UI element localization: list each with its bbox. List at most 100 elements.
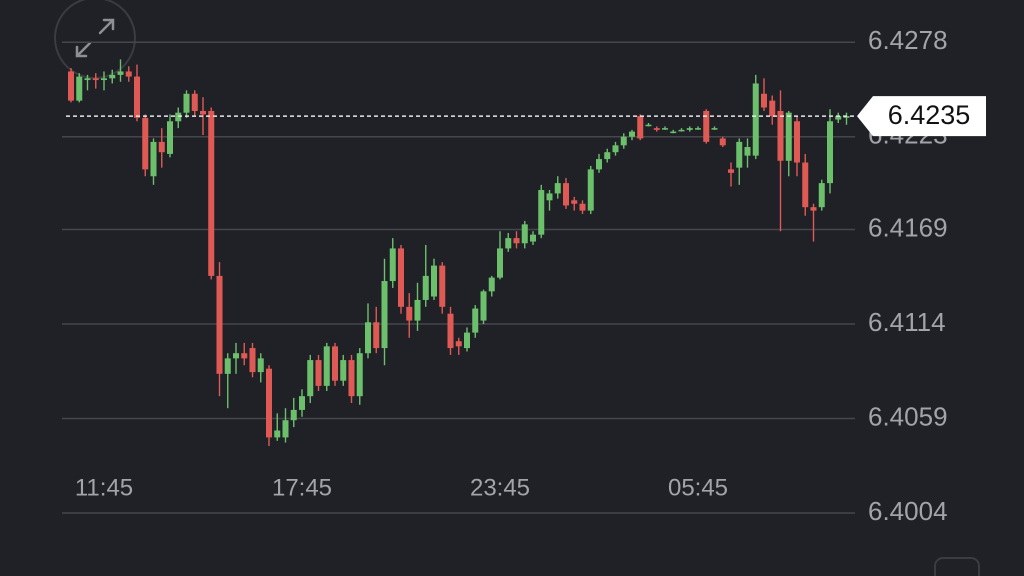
candle-body [769,100,776,117]
candle-body [530,234,536,242]
labels: 6.40046.40596.41146.41696.42236.427811:4… [75,25,986,526]
candle-body [216,275,223,374]
x-tick-label: 05:45 [668,474,728,501]
candle-body [546,193,553,201]
candle-body [315,360,322,386]
candle-body [637,116,644,139]
candle-body [497,248,503,278]
candle-body [480,291,487,321]
candle-body [521,224,528,244]
candle-body [257,358,264,373]
candle-body [117,71,124,75]
candle-body [183,93,190,113]
candle-body [455,341,462,347]
candle-body [686,128,693,130]
candle-body [76,76,83,101]
candle-body [711,128,718,130]
candle-body [142,117,149,170]
candle-body [843,116,850,118]
candle-body [68,71,74,101]
candle-body [719,138,726,146]
candle-body [274,430,281,438]
y-tick-label: 6.4169 [868,212,948,242]
candle-body [167,121,173,154]
candle-body [620,136,627,146]
expand-icon [75,18,115,58]
expand-button[interactable] [54,0,136,79]
candle-body [587,169,594,211]
candle-body [752,83,759,156]
candle-body [332,346,338,381]
candle-body [208,110,215,276]
candle-body [266,368,272,438]
y-tick-label: 6.4278 [868,25,948,55]
candle-body [431,265,437,297]
candle-body [703,110,710,142]
candle-body [150,141,157,177]
candle-body [662,128,668,130]
candle-body [323,346,330,386]
candle-body [670,131,677,134]
candle-body [348,360,355,397]
x-tick-label: 17:45 [272,474,332,501]
candles [66,59,855,446]
candle-body [612,145,619,153]
candle-body [464,332,470,349]
x-tick-label: 23:45 [470,474,530,501]
candle-body [513,238,520,244]
candle-body [134,76,140,118]
candle-body [158,141,165,153]
candle-body [835,116,842,120]
candle-body [761,93,767,108]
candle-body [101,78,107,81]
candle-body [282,420,289,438]
candle-body [695,128,701,130]
candle-body [373,322,380,349]
y-tick-label: 6.4004 [868,496,948,526]
candle-body [191,93,198,111]
candle-body [785,112,792,161]
grid [62,41,855,514]
candle-body [224,358,231,374]
candle-body [109,74,116,79]
candle-body [307,360,314,397]
candle-body [92,78,99,81]
candle-body [398,248,404,307]
x-tick-label: 11:45 [75,474,133,501]
candle-body [233,353,239,359]
candle-body [439,265,446,307]
candle-body [604,152,611,160]
candle-body [827,121,833,184]
candle-body [175,112,182,122]
candle-body [728,169,734,173]
candle-body [365,322,371,354]
candle-body [472,308,479,333]
candle-body [645,124,652,127]
candle-body [340,360,347,381]
candle-body [290,409,297,421]
candle-body [810,207,817,211]
candle-body [554,183,561,194]
candle-body [538,189,545,235]
candle-body [571,200,578,204]
y-tick-label: 6.4114 [868,307,946,337]
candle-body [406,306,413,321]
candle-body [84,78,91,81]
candle-body [488,277,495,292]
candle-body [563,183,569,206]
candle-body [505,238,512,249]
candle-body [299,396,305,410]
candle-body [200,110,206,115]
candle-body [381,281,388,349]
corner-button[interactable] [934,557,980,576]
candle-body [629,131,635,137]
candle-body [736,141,743,168]
candle-body [422,275,429,300]
price-badge [857,96,986,137]
candle-body [125,71,132,77]
candle-body [447,313,454,349]
candle-body [653,128,660,130]
candle-body [777,110,784,161]
